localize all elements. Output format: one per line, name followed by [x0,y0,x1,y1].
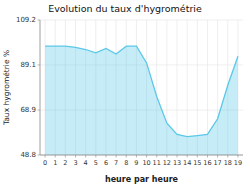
x-tick [75,155,76,158]
x-tick [116,155,117,158]
y-tick-label: 48.8 [20,151,36,159]
x-tick [146,155,147,158]
x-tick [126,155,127,158]
x-tick-label: 10 [142,159,150,167]
x-tick-label: 16 [203,159,211,167]
x-tick [156,155,157,158]
x-tick-label: 14 [183,159,191,167]
y-tick [38,110,41,111]
x-tick-label: 1 [53,159,57,167]
x-tick [85,155,86,158]
x-tick-label: 0 [43,159,47,167]
x-tick-label: 9 [134,159,138,167]
x-tick [237,155,238,158]
grid-line-x [187,20,188,155]
grid-line-y [40,155,243,156]
chart-container: 01234567891011121314151617181948.868.989… [0,0,250,188]
x-tick [95,155,96,158]
chart-title: Evolution du taux d'hygrométrie [48,3,202,14]
x-tick-label: 19 [234,159,242,167]
x-tick [136,155,137,158]
y-tick-label: 68.9 [20,106,36,114]
y-tick-label: 109.2 [16,16,36,24]
area-line [45,46,238,137]
x-tick-label: 7 [114,159,118,167]
y-axis-label: Taux hygrométrie % [2,50,11,126]
chart-svg: 01234567891011121314151617181948.868.989… [0,0,250,188]
y-tick [38,155,41,156]
y-tick [38,64,41,65]
grid-line-x [197,20,198,155]
x-tick-label: 12 [163,159,171,167]
x-tick-label: 5 [94,159,98,167]
x-tick [55,155,56,158]
grid-line-y [40,20,243,21]
x-tick [217,155,218,158]
x-tick [177,155,178,158]
grid [40,20,243,155]
x-axis-line [40,155,243,156]
x-tick-label: 8 [124,159,128,167]
axes: 01234567891011121314151617181948.868.989… [16,16,243,167]
x-axis-label: heure par heure [105,175,179,184]
y-tick [38,20,41,21]
x-tick-label: 6 [104,159,108,167]
x-tick [166,155,167,158]
x-tick [227,155,228,158]
x-tick-label: 18 [224,159,232,167]
area-fill [45,46,238,155]
y-tick-label: 89.1 [20,61,36,69]
x-tick-label: 15 [193,159,201,167]
x-tick [207,155,208,158]
x-tick [65,155,66,158]
x-tick-label: 4 [84,159,88,167]
x-tick-label: 3 [73,159,77,167]
x-tick-label: 11 [153,159,161,167]
x-tick [197,155,198,158]
x-tick [187,155,188,158]
x-tick-label: 17 [213,159,221,167]
y-axis-line [40,20,41,155]
x-tick-label: 2 [63,159,67,167]
x-tick [45,155,46,158]
x-tick [105,155,106,158]
plot-data [45,46,238,155]
x-tick-label: 13 [173,159,181,167]
